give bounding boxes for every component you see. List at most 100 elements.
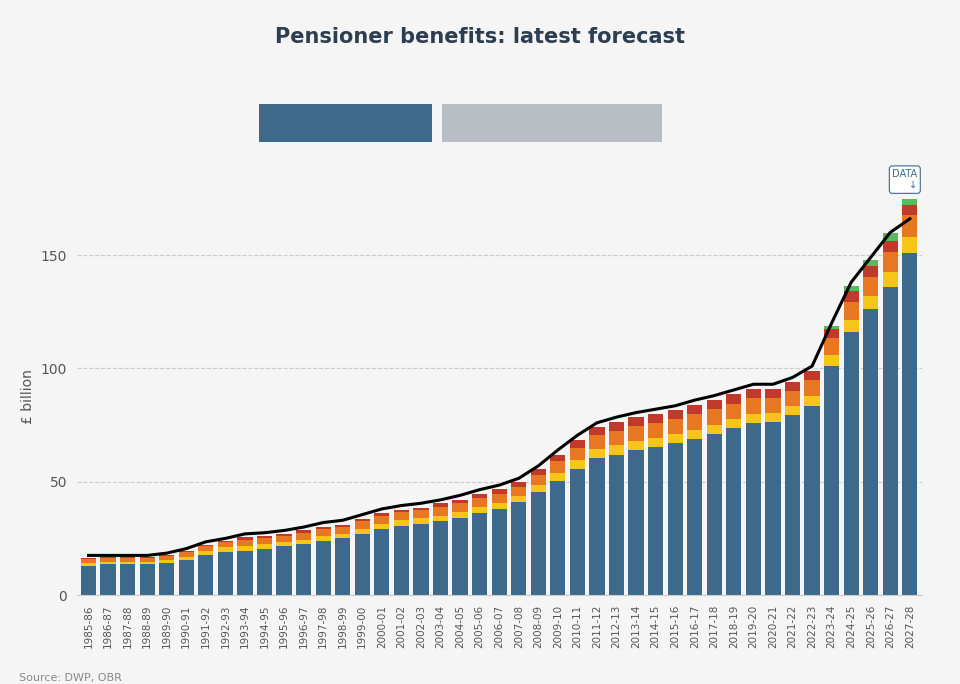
Bar <box>746 414 761 423</box>
Bar <box>335 525 350 527</box>
Bar <box>81 566 96 595</box>
Bar <box>902 237 918 253</box>
Bar <box>726 395 741 404</box>
Bar <box>589 449 605 458</box>
Bar <box>101 557 116 558</box>
Bar <box>492 509 507 595</box>
Bar <box>804 371 820 380</box>
Bar <box>570 460 585 469</box>
Bar <box>550 461 565 473</box>
Bar <box>902 215 918 237</box>
Bar <box>159 560 175 564</box>
Bar <box>902 253 918 595</box>
Bar <box>414 508 428 510</box>
Bar <box>472 494 488 498</box>
Bar <box>354 521 370 529</box>
Bar <box>570 448 585 460</box>
Bar <box>667 434 683 443</box>
Bar <box>882 233 898 241</box>
Bar <box>296 540 311 544</box>
Bar <box>492 494 507 503</box>
Bar <box>374 529 390 595</box>
Bar <box>276 547 292 595</box>
Bar <box>707 409 722 425</box>
Bar <box>511 502 526 595</box>
Bar <box>531 475 546 485</box>
Bar <box>785 406 800 415</box>
Bar <box>824 366 839 595</box>
Bar <box>667 410 683 419</box>
Bar <box>433 503 448 507</box>
Bar <box>804 395 820 406</box>
Text: Source: DWP, OBR: Source: DWP, OBR <box>19 672 122 683</box>
Bar <box>629 426 644 441</box>
Bar <box>179 560 194 595</box>
Bar <box>237 547 252 551</box>
Bar <box>101 558 116 562</box>
Bar <box>863 276 878 296</box>
Bar <box>785 415 800 595</box>
Bar <box>452 518 468 595</box>
Bar <box>667 419 683 434</box>
Bar <box>218 547 233 552</box>
Bar <box>629 417 644 426</box>
Bar <box>316 529 331 536</box>
Bar <box>687 414 703 430</box>
Bar <box>237 540 252 547</box>
Bar <box>902 200 918 205</box>
Bar <box>179 557 194 560</box>
Text: DATA
↓: DATA ↓ <box>892 169 918 190</box>
Text: Per cent of GDP: Per cent of GDP <box>487 114 617 132</box>
Bar <box>433 516 448 521</box>
Bar <box>844 319 859 332</box>
Bar <box>648 414 663 423</box>
Bar <box>296 533 311 540</box>
Bar <box>237 537 252 540</box>
Bar <box>804 380 820 395</box>
Bar <box>589 428 605 435</box>
Bar <box>765 389 780 398</box>
Bar <box>276 536 292 542</box>
Y-axis label: £ billion: £ billion <box>21 369 36 424</box>
Bar <box>218 542 233 547</box>
Bar <box>511 482 526 487</box>
Bar <box>804 406 820 595</box>
Bar <box>882 287 898 595</box>
Bar <box>394 510 409 512</box>
Bar <box>609 445 624 455</box>
Bar <box>531 469 546 475</box>
Bar <box>765 398 780 412</box>
Bar <box>433 521 448 595</box>
Bar <box>472 507 488 514</box>
Bar <box>882 272 898 287</box>
Bar <box>726 428 741 595</box>
Bar <box>629 450 644 595</box>
Bar <box>687 430 703 438</box>
Bar <box>179 552 194 557</box>
Bar <box>354 519 370 521</box>
Bar <box>414 524 428 595</box>
Bar <box>257 549 273 595</box>
Bar <box>452 503 468 512</box>
Bar <box>550 473 565 481</box>
Bar <box>863 259 878 266</box>
Bar <box>199 546 213 551</box>
Bar <box>276 534 292 536</box>
Bar <box>81 558 96 560</box>
Bar <box>452 500 468 503</box>
Bar <box>179 551 194 552</box>
Bar <box>316 540 331 595</box>
Bar <box>746 398 761 414</box>
Text: £ billion: £ billion <box>313 114 378 132</box>
Bar <box>394 526 409 595</box>
Bar <box>139 557 155 558</box>
Bar <box>472 498 488 507</box>
Bar <box>589 458 605 595</box>
Bar <box>257 538 273 544</box>
Bar <box>199 551 213 555</box>
Bar <box>472 514 488 595</box>
Bar <box>139 558 155 562</box>
Bar <box>609 455 624 595</box>
Bar <box>550 455 565 461</box>
Bar <box>863 309 878 595</box>
